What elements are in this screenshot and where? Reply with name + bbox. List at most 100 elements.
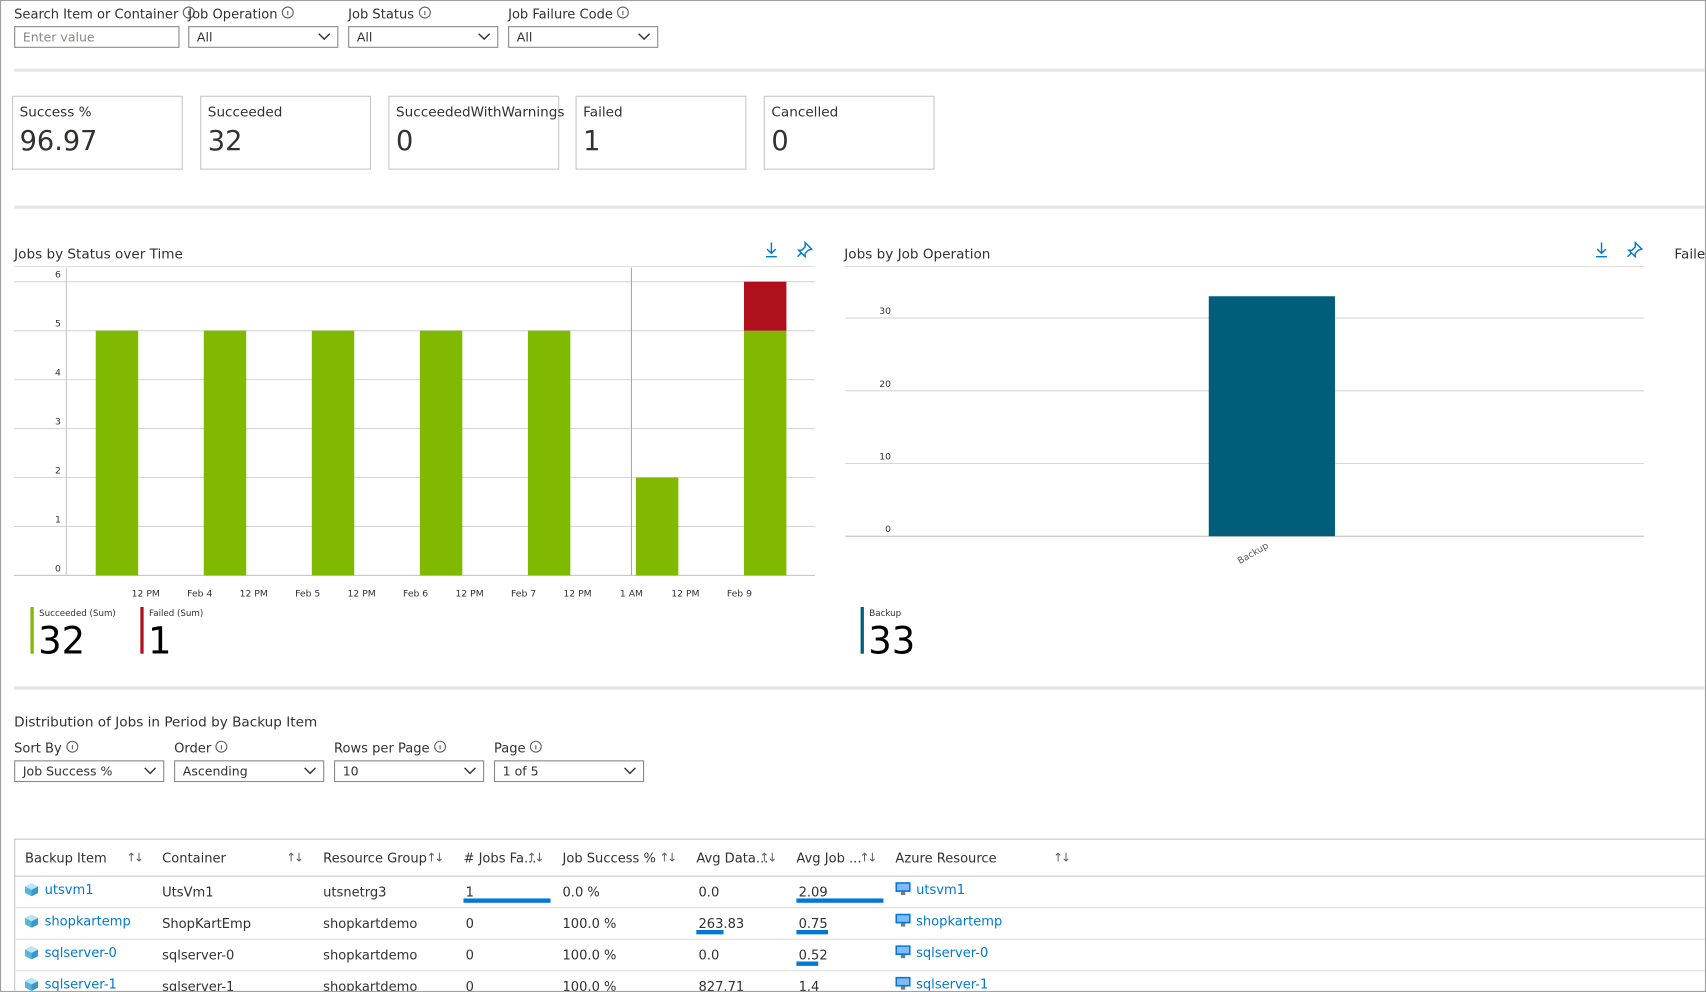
azure-resource-link[interactable]: sqlserver-1: [895, 976, 989, 992]
kpi-tile: Failed 1: [575, 95, 747, 170]
link-text[interactable]: sqlserver-1: [916, 976, 989, 992]
x-tick-label: Backup: [1236, 540, 1271, 567]
table-cell: 2.09: [798, 884, 828, 900]
column-header: Avg Data...: [696, 850, 769, 866]
dropdown-value: All: [356, 29, 373, 45]
resource-icon: [895, 976, 911, 990]
section-title: Distribution of Jobs in Period by Backup…: [14, 713, 318, 730]
field-label: Job Status: [348, 6, 431, 22]
vm-icon: [25, 914, 39, 928]
kpi-tile: Cancelled 0: [763, 95, 935, 170]
backup-item-link[interactable]: shopkartemp: [25, 914, 131, 929]
backup-item-link[interactable]: utsvm1: [25, 882, 94, 897]
vm-icon: [25, 883, 39, 897]
legend-label: Failed (Sum): [149, 609, 203, 619]
kpi-label: Cancelled: [771, 103, 839, 120]
sort-toggle[interactable]: ↑↓: [426, 850, 444, 865]
column-header: Azure Resource: [895, 850, 997, 866]
field-label: Job Failure Code: [508, 6, 630, 22]
chevron: [318, 33, 331, 41]
x-tick-label: Feb 5: [295, 588, 320, 599]
label-text: Order: [174, 740, 212, 756]
kpi-label: Failed: [583, 103, 623, 120]
link-text[interactable]: shopkartemp: [44, 913, 131, 929]
resource-icon: [895, 913, 911, 927]
bar: [419, 330, 463, 576]
x-tick-label: 1 AM: [620, 588, 643, 599]
dropdown-value: All: [516, 29, 533, 45]
column-header: Container: [162, 850, 226, 866]
dropdown[interactable]: Job Success %: [14, 760, 165, 783]
chevron: [144, 767, 157, 775]
backup-item-link[interactable]: sqlserver-0: [25, 945, 117, 960]
status-chart: Jobs by Status over Time 0 1 2 3 4 5 6 12 PM Feb…: [13, 240, 815, 663]
x-tick-label: Feb 6: [403, 588, 428, 599]
download-button[interactable]: [765, 242, 777, 258]
sort-toggle[interactable]: ↑↓: [126, 850, 144, 865]
legend-swatch: [860, 606, 864, 654]
vm-icon: [25, 977, 39, 991]
resource-icon: [895, 945, 911, 959]
y-tick-label: 3: [55, 417, 61, 428]
separator: [14, 686, 1705, 690]
dropdown[interactable]: All: [348, 26, 499, 48]
bar: [527, 330, 571, 576]
x-tick-label: Feb 4: [187, 588, 212, 599]
pin-button[interactable]: [1627, 240, 1644, 259]
dropdown[interactable]: All: [508, 26, 659, 48]
link-text[interactable]: sqlserver-0: [44, 945, 117, 961]
sort-toggle[interactable]: ↑↓: [286, 850, 304, 865]
backup-item-link[interactable]: sqlserver-1: [25, 976, 117, 992]
dropdown[interactable]: 10: [334, 760, 485, 783]
table-cell: 1: [465, 884, 474, 900]
table-cell: 0.52: [798, 947, 828, 963]
y-tick-label: 2: [55, 465, 61, 476]
dropdown[interactable]: 1 of 5: [493, 760, 645, 783]
legend-swatch: [140, 606, 144, 654]
link-text[interactable]: utsvm1: [44, 882, 94, 898]
table-cell: 0.0: [698, 884, 720, 900]
vm-icon: [25, 946, 39, 960]
row-rule: [14, 907, 1705, 909]
sort-toggle[interactable]: ↑↓: [759, 850, 777, 865]
row-rule: [14, 970, 1705, 972]
dropdown[interactable]: Ascending: [174, 760, 325, 783]
dropdown[interactable]: All: [188, 26, 339, 48]
info-icon: [215, 740, 228, 753]
separator: [14, 205, 1705, 209]
azure-resource-link[interactable]: utsvm1: [895, 882, 965, 897]
kpi-label: SucceededWithWarnings: [396, 103, 565, 120]
field-label: Sort By: [14, 740, 79, 756]
bar: [1208, 296, 1335, 537]
azure-resource-link[interactable]: sqlserver-0: [895, 945, 988, 960]
field-label: Job Operation: [188, 6, 294, 22]
sort-toggle[interactable]: ↑↓: [859, 850, 878, 865]
sort-toggle[interactable]: ↑↓: [1053, 850, 1071, 865]
sort-toggle[interactable]: ↑↓: [659, 850, 677, 865]
dropdown-value: All: [196, 29, 213, 45]
link-text[interactable]: sqlserver-1: [44, 976, 117, 992]
dropdown-value: 1 of 5: [502, 763, 539, 779]
y-tick-label: 0: [55, 563, 61, 574]
link-text[interactable]: sqlserver-0: [916, 945, 989, 961]
link-text[interactable]: shopkartemp: [916, 913, 1003, 929]
info-icon: [617, 6, 630, 19]
pin-button[interactable]: [796, 240, 813, 259]
kpi-value: 32: [207, 125, 243, 157]
y-tick-label: 5: [55, 319, 61, 330]
label-text: Job Status: [348, 6, 415, 22]
y-tick-label: 30: [879, 306, 891, 317]
table-cell: 100.0 %: [562, 915, 617, 932]
kpi-tile: Succeeded 32: [200, 95, 372, 170]
row-rule: [14, 938, 1705, 940]
search-input[interactable]: Enter value: [14, 26, 180, 48]
azure-resource-link[interactable]: shopkartemp: [895, 913, 1003, 929]
sort-toggle[interactable]: ↑↓: [526, 850, 545, 865]
download-button[interactable]: [1596, 242, 1607, 258]
legend-label: Backup: [869, 609, 901, 619]
kpi-tile: SucceededWithWarnings 0: [388, 95, 564, 170]
link-text[interactable]: utsvm1: [916, 882, 966, 898]
field-label: Order: [174, 740, 228, 756]
